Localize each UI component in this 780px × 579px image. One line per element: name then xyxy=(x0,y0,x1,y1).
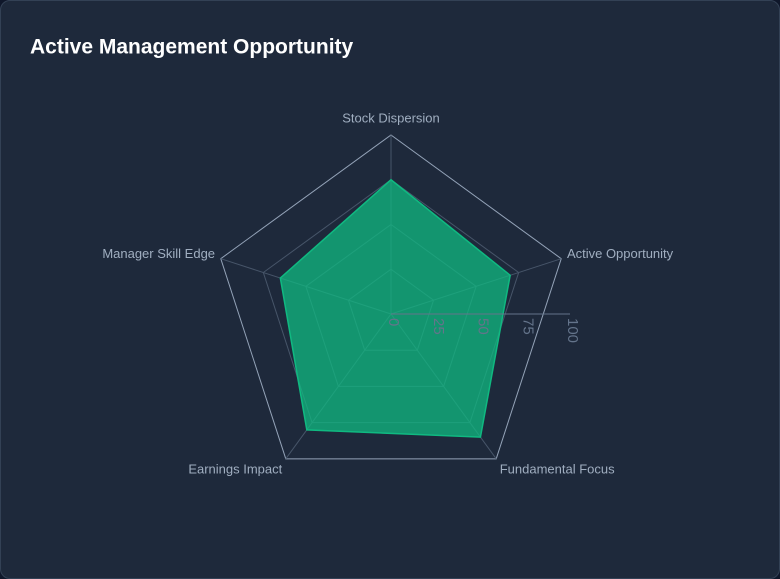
radar-area xyxy=(279,178,511,438)
axis-label: Stock Dispersion xyxy=(342,110,440,125)
grid-ring xyxy=(220,134,562,460)
radial-tick-label: 75 xyxy=(519,318,536,335)
chart-title: Active Management Opportunity xyxy=(30,36,354,59)
radial-tick-label: 25 xyxy=(430,318,447,335)
axis-label: Fundamental Focus xyxy=(500,462,615,477)
radial-tick-label: 0 xyxy=(385,318,402,326)
axis-label: Active Opportunity xyxy=(567,246,674,261)
axis-label: Earnings Impact xyxy=(188,462,282,477)
radial-tick-label: 100 xyxy=(564,318,581,343)
axis-label: Manager Skill Edge xyxy=(102,246,215,261)
radial-tick-label: 50 xyxy=(475,318,492,335)
